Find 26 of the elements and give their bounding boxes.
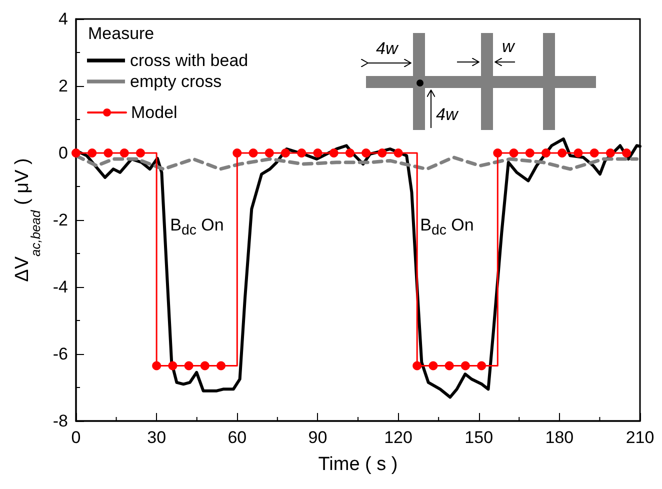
legend-label: cross with bead bbox=[130, 51, 248, 70]
legend-label: empty cross bbox=[130, 72, 222, 91]
x-tick-label: 150 bbox=[464, 428, 494, 447]
x-tick-label: 60 bbox=[228, 428, 247, 447]
x-tick-label: 90 bbox=[308, 428, 328, 447]
annotation: w bbox=[502, 37, 516, 56]
legend-title: Measure bbox=[88, 24, 154, 43]
y-tick-label: 2 bbox=[58, 76, 68, 96]
x-tick-label: 180 bbox=[545, 428, 574, 447]
legend-label: Model bbox=[131, 103, 178, 122]
y-tick-label: -2 bbox=[52, 210, 68, 230]
y-tick-label: 0 bbox=[58, 144, 68, 162]
x-axis-title: Time ( s ) bbox=[318, 454, 398, 475]
annotation: B$_{dc}$ On bbox=[168, 215, 226, 239]
annotation: 4w bbox=[376, 39, 400, 58]
x-tick-label: 0 bbox=[71, 428, 81, 447]
annotation: 4w bbox=[436, 105, 460, 124]
y-tick-label: -6 bbox=[52, 344, 68, 364]
y-tick-label: -4 bbox=[52, 278, 68, 296]
y-tick-label: -8 bbox=[52, 412, 68, 430]
x-tick-label: 30 bbox=[147, 428, 166, 447]
annotation: B$_{dc}$ On bbox=[418, 215, 476, 239]
x-tick-label: 120 bbox=[384, 428, 412, 447]
y-tick-label: 4 bbox=[58, 10, 68, 28]
x-tick-label: 210 bbox=[626, 428, 654, 447]
y-axis-title: ΔVac,bead ( μV ) bbox=[12, 158, 43, 282]
